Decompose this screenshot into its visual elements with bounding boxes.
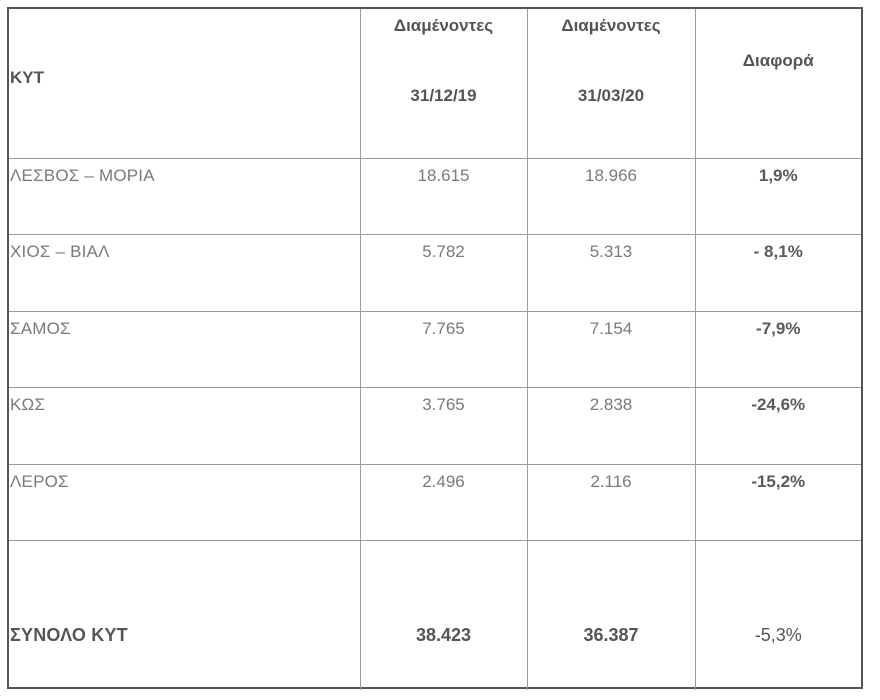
table-row: ΛΕΣΒΟΣ – ΜΟΡΙΑ 18.615 18.966 1,9% bbox=[9, 157, 861, 235]
header-difference-label: Διαφορά bbox=[742, 51, 814, 70]
row-difference: -7,9% bbox=[694, 310, 861, 388]
row-name: ΛΕΡΟΣ bbox=[9, 463, 361, 541]
table-row: ΚΩΣ 3.765 2.838 -24,6% bbox=[9, 387, 861, 465]
total-residents-2020: 36.387 bbox=[526, 540, 696, 690]
header-residents-2019-date: 31/12/19 bbox=[410, 86, 477, 105]
row-name: ΣΑΜΟΣ bbox=[9, 310, 361, 388]
header-residents-2020-title: Διαμένοντες bbox=[561, 16, 661, 35]
header-difference: Διαφορά bbox=[694, 9, 861, 159]
row-difference: -24,6% bbox=[694, 387, 861, 465]
row-name: ΧΙΟΣ – ΒΙΑΛ bbox=[9, 234, 361, 312]
table-row: ΣΑΜΟΣ 7.765 7.154 -7,9% bbox=[9, 310, 861, 388]
row-residents-2019: 2.496 bbox=[359, 463, 528, 541]
row-name: ΛΕΣΒΟΣ – ΜΟΡΙΑ bbox=[9, 157, 361, 235]
total-difference: -5,3% bbox=[694, 540, 861, 690]
residents-table: ΚΥΤ Διαμένοντες 31/12/19 Διαμένοντες 31/… bbox=[9, 9, 861, 690]
table-row: ΧΙΟΣ – ΒΙΑΛ 5.782 5.313 - 8,1% bbox=[9, 234, 861, 312]
header-kyt-label: ΚΥΤ bbox=[10, 68, 44, 88]
row-difference: 1,9% bbox=[694, 157, 861, 235]
row-residents-2020: 18.966 bbox=[526, 157, 696, 235]
row-residents-2020: 2.116 bbox=[526, 463, 696, 541]
row-difference: - 8,1% bbox=[694, 234, 861, 312]
row-residents-2019: 5.782 bbox=[359, 234, 528, 312]
header-kyt: ΚΥΤ bbox=[9, 9, 361, 159]
row-difference: -15,2% bbox=[694, 463, 861, 541]
row-residents-2019: 18.615 bbox=[359, 157, 528, 235]
header-residents-2019-title: Διαμένοντες bbox=[393, 16, 494, 35]
table-total-row: ΣΥΝΟΛΟ ΚΥΤ 38.423 36.387 -5,3% bbox=[9, 540, 861, 690]
total-residents-2019: 38.423 bbox=[359, 540, 528, 690]
header-residents-2019: Διαμένοντες 31/12/19 bbox=[359, 9, 528, 159]
residents-table-container: ΚΥΤ Διαμένοντες 31/12/19 Διαμένοντες 31/… bbox=[7, 7, 863, 690]
header-residents-2020: Διαμένοντες 31/03/20 bbox=[526, 9, 696, 159]
row-residents-2019: 7.765 bbox=[359, 310, 528, 388]
table-header-row: ΚΥΤ Διαμένοντες 31/12/19 Διαμένοντες 31/… bbox=[9, 9, 861, 159]
row-residents-2019: 3.765 bbox=[359, 387, 528, 465]
total-name: ΣΥΝΟΛΟ ΚΥΤ bbox=[9, 540, 361, 690]
row-residents-2020: 7.154 bbox=[526, 310, 696, 388]
row-name: ΚΩΣ bbox=[9, 387, 361, 465]
table-row: ΛΕΡΟΣ 2.496 2.116 -15,2% bbox=[9, 463, 861, 541]
row-residents-2020: 2.838 bbox=[526, 387, 696, 465]
header-residents-2020-date: 31/03/20 bbox=[577, 86, 645, 105]
row-residents-2020: 5.313 bbox=[526, 234, 696, 312]
